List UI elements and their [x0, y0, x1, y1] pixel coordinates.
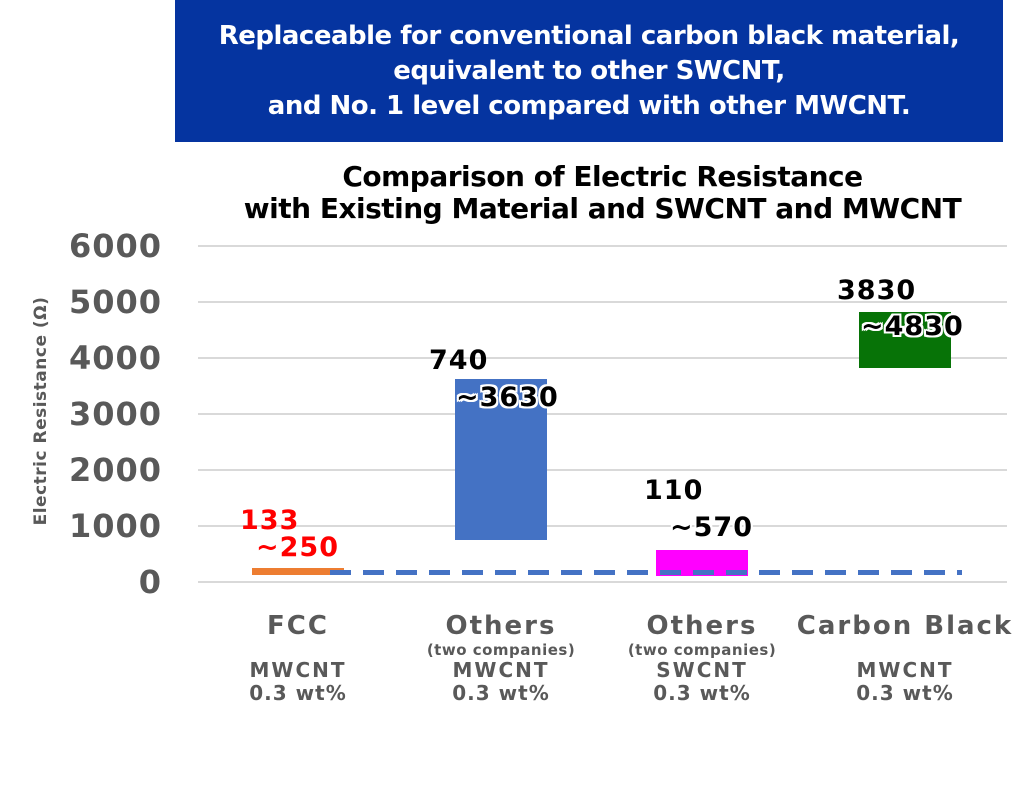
y-tick-label-1000: 1000: [68, 507, 162, 545]
y-tick-label-6000: 6000: [68, 227, 162, 265]
category-note: (two companies): [426, 641, 576, 659]
category-note: (two companies): [627, 641, 777, 659]
category-label-others: Others (two companies) SWCNT 0.3 wt%: [587, 611, 817, 705]
category-note: [183, 642, 413, 659]
bar-value-low-label: 133: [240, 505, 300, 536]
gridline-1000: [198, 525, 1007, 527]
bar-others-mwcnt: [455, 378, 547, 541]
bar-value-low-label: 740: [429, 345, 489, 376]
gridline-3000: [198, 413, 1007, 415]
bar-value-high-label: ~570: [670, 512, 753, 543]
category-material: SWCNT: [656, 658, 748, 682]
bar-fcc-mwcnt: [252, 568, 344, 575]
category-name: Carbon Black: [796, 611, 1014, 641]
headline-banner: Replaceable for conventional carbon blac…: [175, 0, 1003, 142]
category-name: Others: [445, 611, 557, 641]
headline-line-3: and No. 1 level compared with other MWCN…: [267, 90, 911, 121]
y-tick-label-0: 0: [138, 563, 162, 601]
bar-value-low-label: 3830: [837, 275, 917, 306]
category-material: MWCNT: [856, 658, 954, 682]
category-name: FCC: [267, 611, 329, 641]
category-material: MWCNT: [452, 658, 550, 682]
category-label-fcc: FCC MWCNT 0.3 wt%: [183, 611, 413, 705]
category-loading: 0.3 wt%: [249, 681, 347, 705]
bar-value-high-label: ~4830: [861, 311, 964, 342]
gridline-5000: [198, 301, 1007, 303]
reference-dashed-line: [330, 569, 962, 575]
headline-line-1: Replaceable for conventional carbon blac…: [218, 20, 960, 51]
gridline-2000: [198, 469, 1007, 471]
bar-value-low-label: 110: [644, 475, 704, 506]
bar-value-high-label: ~3630: [456, 382, 559, 413]
chart-title-line-1: Comparison of Electric Resistance: [342, 160, 863, 193]
gridline-6000: [198, 245, 1007, 247]
chart-title-line-2: with Existing Material and SWCNT and MWC…: [243, 192, 962, 225]
gridline-0: [198, 581, 1007, 583]
y-tick-label-3000: 3000: [68, 395, 162, 433]
category-label-others: Others (two companies) MWCNT 0.3 wt%: [386, 611, 616, 705]
category-label-carbon-black: Carbon Black MWCNT 0.3 wt%: [790, 611, 1020, 705]
gridline-4000: [198, 357, 1007, 359]
category-name: Others: [646, 611, 758, 641]
category-note: [790, 642, 1020, 659]
y-tick-label-5000: 5000: [68, 283, 162, 321]
headline-line-2: equivalent to other SWCNT,: [393, 55, 785, 86]
chart-title: Comparison of Electric Resistance with E…: [198, 161, 1007, 225]
y-tick-label-2000: 2000: [68, 451, 162, 489]
y-tick-label-4000: 4000: [68, 339, 162, 377]
category-loading: 0.3 wt%: [452, 681, 550, 705]
category-loading: 0.3 wt%: [856, 681, 954, 705]
category-loading: 0.3 wt%: [653, 681, 751, 705]
category-material: MWCNT: [249, 658, 347, 682]
bar-value-high-label: ~250: [256, 532, 339, 563]
bar-carbon-black-mwcnt: [859, 311, 951, 368]
